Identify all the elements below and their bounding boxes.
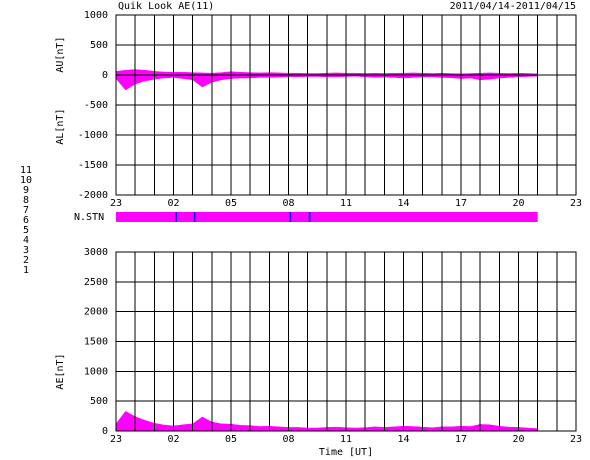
x-tick-label: 23 — [570, 434, 582, 445]
y-tick-label: 2000 — [84, 307, 108, 318]
x-tick-label: 11 — [340, 198, 352, 209]
y-tick-label: 500 — [90, 40, 108, 51]
x-tick-label: 05 — [225, 198, 237, 209]
y-tick-label: 0 — [102, 426, 108, 437]
x-tick-label: 11 — [340, 434, 352, 445]
x-tick-label: 14 — [397, 198, 409, 209]
strip-label: N.STN — [74, 212, 104, 223]
legend-label: 8 — [23, 195, 29, 206]
x-tick-label: 23 — [110, 434, 122, 445]
legend-label: 10 — [20, 175, 32, 186]
y-tick-label: -1000 — [78, 130, 108, 141]
y-tick-label: 3000 — [84, 247, 108, 258]
x-tick-label: 17 — [455, 198, 467, 209]
station-segment — [177, 212, 194, 222]
y-tick-label: 1500 — [84, 337, 108, 348]
legend-label: 9 — [23, 185, 29, 196]
station-segment — [308, 212, 311, 222]
y-axis-label: AU[nT] — [55, 37, 66, 73]
area — [115, 69, 538, 76]
x-axis-label: Time [UT] — [319, 447, 373, 458]
y-tick-label: 0 — [102, 70, 108, 81]
area — [115, 410, 538, 432]
title: Quik Look AE(11) — [118, 1, 214, 12]
station-segment — [193, 212, 196, 222]
legend-label: 4 — [23, 235, 29, 246]
x-tick-label: 14 — [397, 434, 409, 445]
x-tick-label: 17 — [455, 434, 467, 445]
station-segment — [175, 212, 178, 222]
legend-label: 1 — [23, 265, 29, 276]
x-tick-label: 20 — [512, 434, 524, 445]
x-tick-label: 08 — [282, 434, 294, 445]
y-tick-label: 500 — [90, 396, 108, 407]
plot-frame — [115, 251, 577, 432]
legend-label: 3 — [23, 245, 29, 256]
x-tick-label: 02 — [167, 434, 179, 445]
station-segment — [195, 212, 290, 222]
y-tick-label: 1000 — [84, 366, 108, 377]
y-tick-label: -2000 — [78, 190, 108, 201]
legend-label: 5 — [23, 225, 29, 236]
legend-label: 2 — [23, 255, 29, 266]
y-axis-label: AE[nT] — [55, 353, 66, 389]
y-tick-label: 1000 — [84, 10, 108, 21]
legend-label: 6 — [23, 215, 29, 226]
area — [115, 74, 538, 91]
x-tick-label: 05 — [225, 434, 237, 445]
x-tick-label: 23 — [570, 198, 582, 209]
x-tick-label: 02 — [167, 198, 179, 209]
x-tick-label: 08 — [282, 198, 294, 209]
y-tick-label: -1500 — [78, 160, 108, 171]
date-range: 2011/04/14-2011/04/15 — [450, 1, 576, 12]
y-tick-label: 2500 — [84, 277, 108, 288]
plot-frame — [115, 14, 577, 196]
legend-label: 7 — [23, 205, 29, 216]
legend-label: 11 — [20, 165, 32, 176]
y-tick-label: -500 — [84, 100, 108, 111]
y-axis-label: AL[nT] — [55, 109, 66, 145]
station-segment — [116, 212, 176, 222]
x-tick-label: 23 — [110, 198, 122, 209]
x-tick-label: 20 — [512, 198, 524, 209]
station-segment — [310, 212, 538, 222]
station-segment — [289, 212, 292, 222]
station-segment — [291, 212, 309, 222]
